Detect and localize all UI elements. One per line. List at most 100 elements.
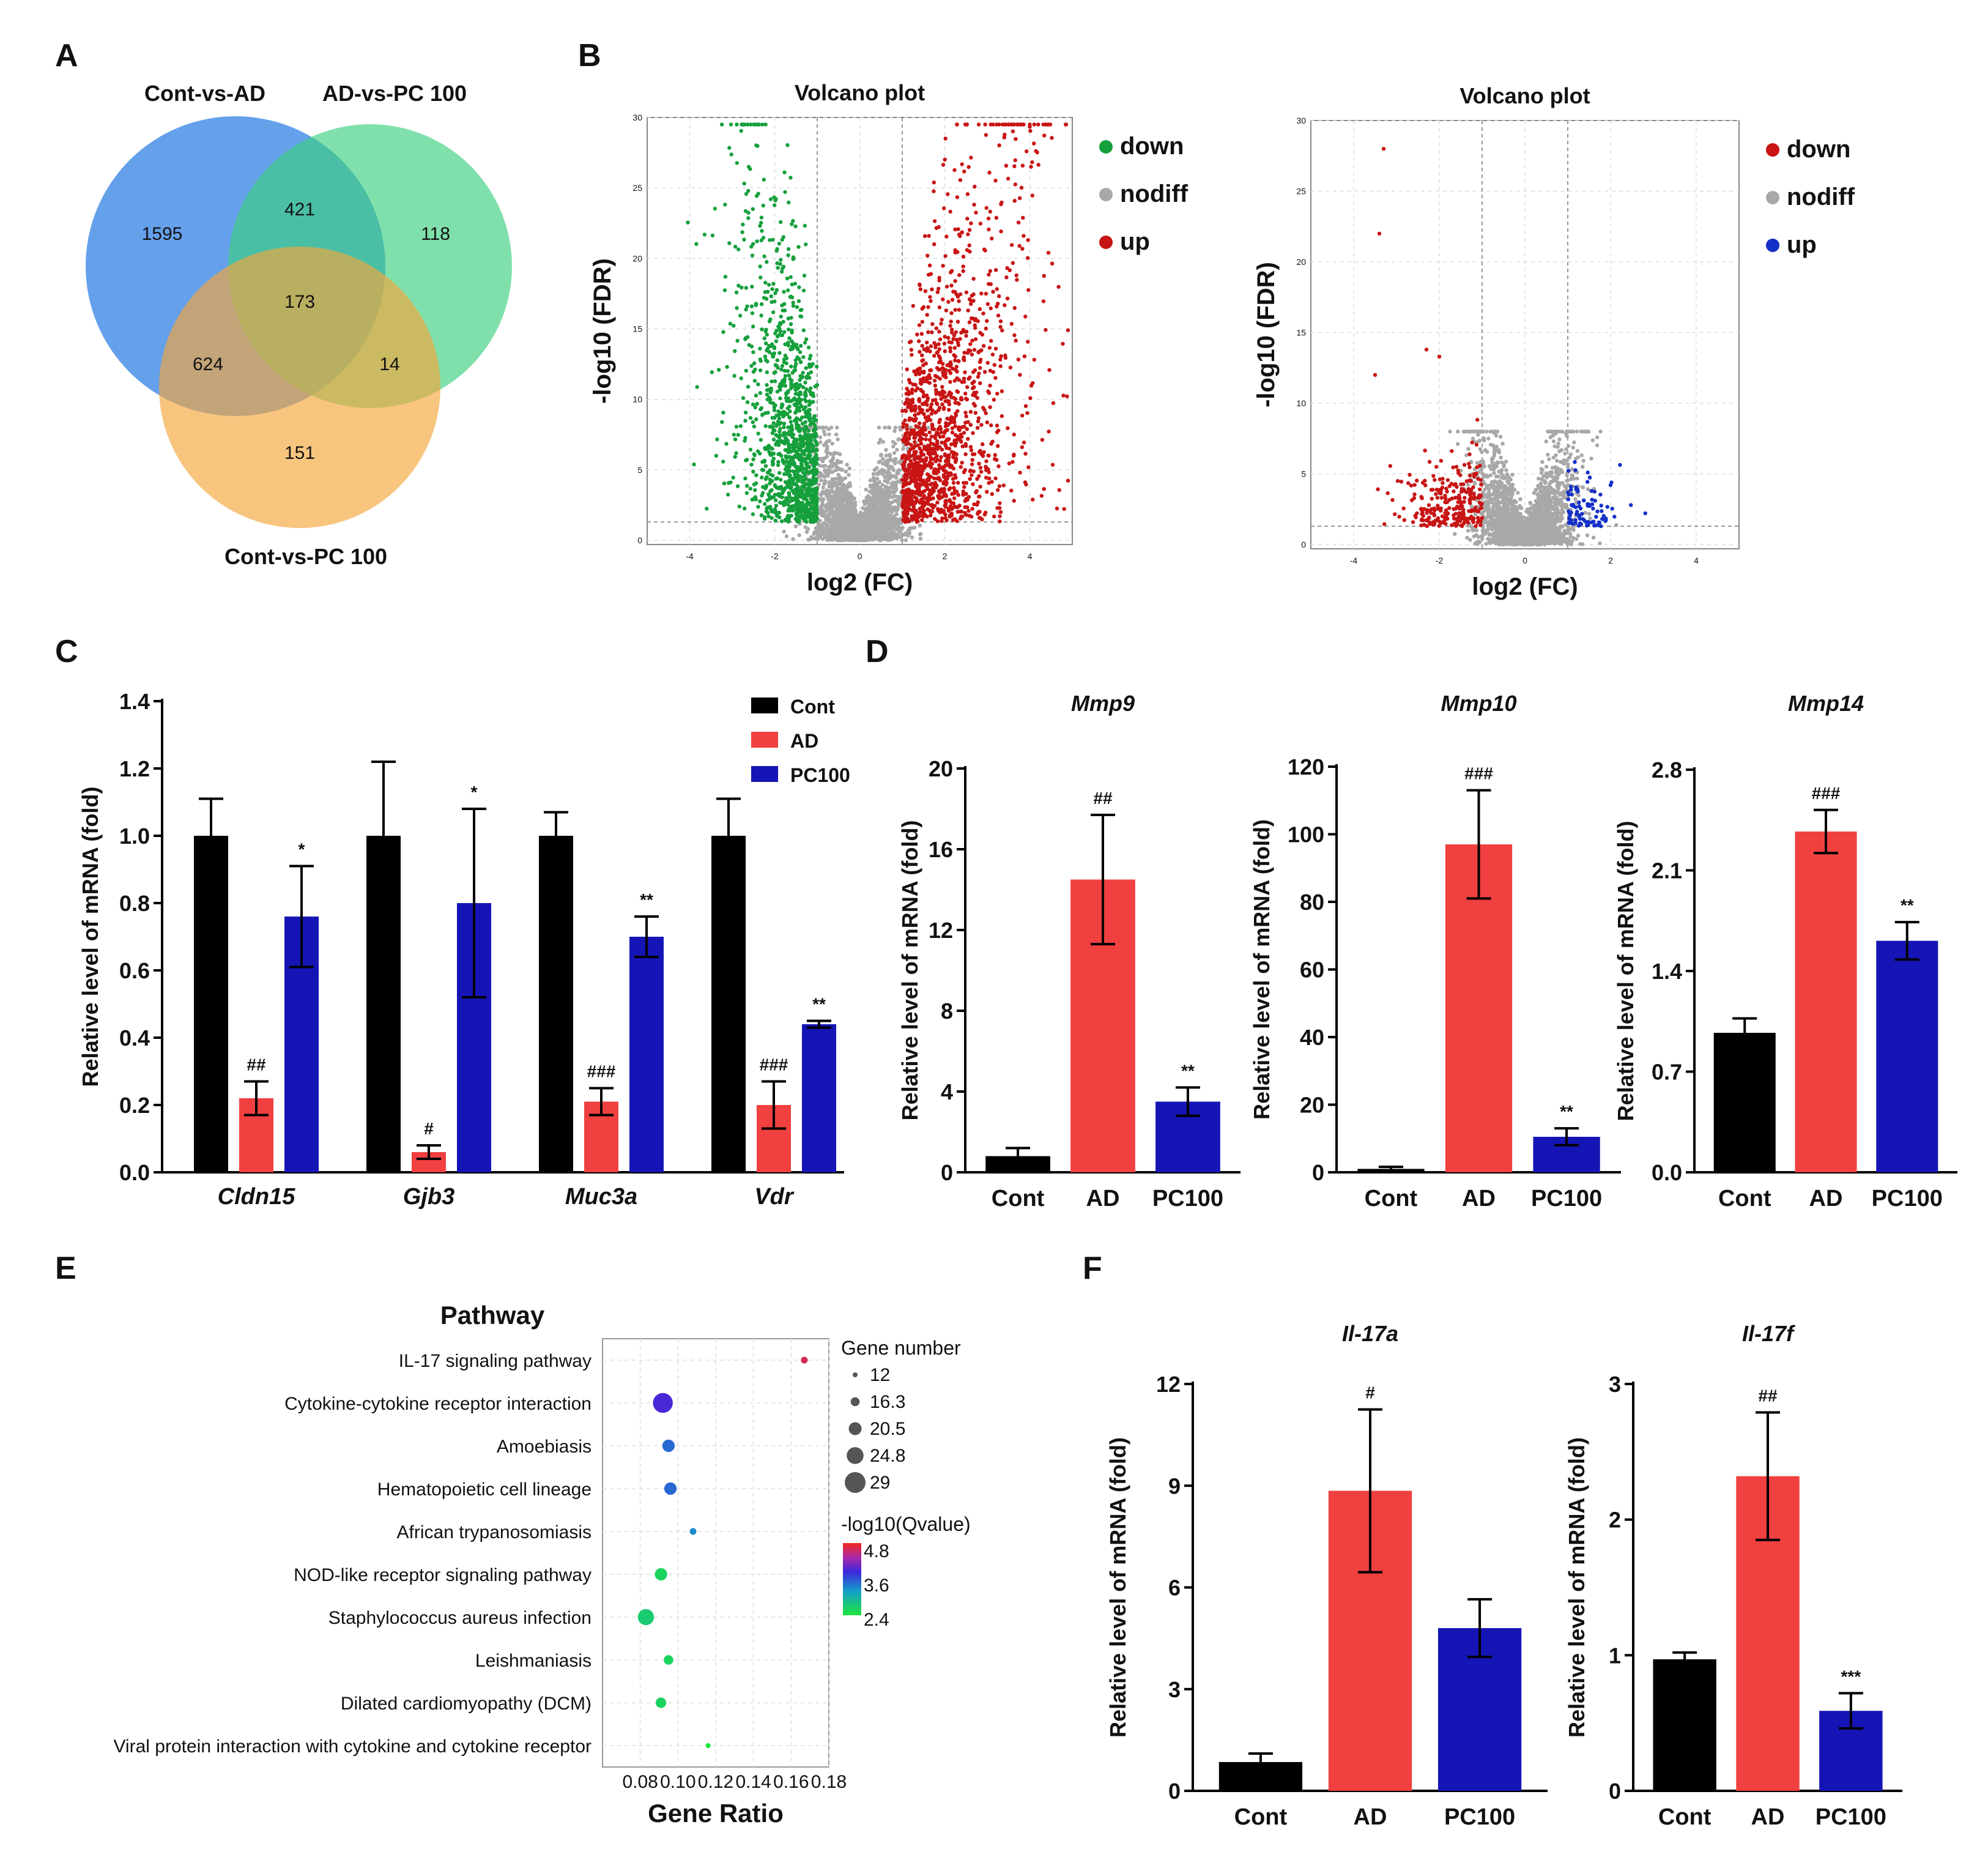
volcano-point-up [938,337,943,341]
volcano-point-up [916,477,921,482]
volcano-point-down [762,516,767,521]
volcano-point-up [1042,487,1046,491]
volcano-point-down [809,433,813,437]
volcano-point-up [958,509,963,514]
volcano-point-up [929,272,933,276]
volcano-point-up [927,473,931,477]
volcano-point-up [968,445,973,449]
volcano-point-nodiff [886,485,891,490]
volcano-point-down [790,480,795,485]
volcano-point-nodiff [818,524,823,529]
volcano-point-up [977,307,982,311]
volcano-point-nodiff [896,518,900,522]
volcano-point-up [948,380,952,384]
volcano-point-down [798,409,802,413]
volcano-point-down [784,518,788,523]
volcano-point-up [963,442,968,446]
volcano-point-nodiff [840,515,845,519]
volcano-point-up [944,499,949,503]
volcano-point-nodiff [910,535,914,540]
volcano-point-down [710,233,715,238]
volcano-point-nodiff [888,476,892,480]
volcano-point-up [996,313,1001,318]
volcano-point-nodiff [834,433,839,437]
volcano-point-down [808,511,813,515]
volcano-point-down [798,360,803,364]
volcano-point-nodiff [845,490,849,494]
volcano-point-up [955,376,959,381]
volcano-point-down [751,469,755,474]
volcano-point-up [948,209,952,214]
volcano-point-down [793,368,798,373]
volcano-point-nodiff [880,496,884,500]
volcano-point-down [795,507,799,512]
volcano-point-nodiff [892,460,897,464]
volcano-point-up [1012,199,1017,203]
volcano-point-down [744,491,749,495]
volcano-point-down [806,448,810,453]
volcano-point-up [919,332,924,336]
volcano-point-down [736,247,741,251]
volcano-point-down [770,287,774,291]
volcano-point-nodiff [886,535,891,539]
volcano-point-down [801,374,805,379]
volcano-point-up [1026,465,1031,469]
volcano-point-up [921,358,925,362]
volcano-point-down [765,475,769,479]
volcano-point-down [779,384,784,388]
volcano-point-up [1050,136,1054,140]
volcano-point-up [970,381,974,385]
volcano-point-down [814,431,818,436]
volcano-point-up [982,370,987,374]
volcano-point-down [797,393,801,397]
volcano-point-down [777,471,782,475]
volcano-point-nodiff [865,497,870,501]
volcano-point-up [938,417,943,422]
volcano-point-up [952,168,957,173]
volcano-point-up [1009,322,1014,326]
volcano-point-down [763,464,768,468]
volcano-point-down [810,442,814,447]
volcano-point-up [968,375,972,379]
volcano-point-up [1012,499,1016,503]
volcano-point-up [924,437,928,442]
volcano-point-up [909,348,914,352]
volcano-point-down [773,291,777,296]
volcano-point-up [942,206,946,210]
venn-circle-cont-vs-pc100 [159,247,440,528]
volcano-point-up [937,407,941,412]
volcano-point-down [814,418,818,422]
volcano-point-down [798,344,803,348]
volcano-point-down [754,393,758,398]
volcano-point-nodiff [864,488,869,492]
volcano-point-up [960,162,964,166]
volcano-point-up [916,366,921,371]
volcano-point-down [755,402,759,406]
volcano-point-down [743,476,747,481]
volcano-point-down [771,437,776,442]
volcano-point-down [776,452,781,456]
volcano-point-nodiff [892,429,897,433]
volcano-point-down [749,304,754,308]
volcano-point-down [792,384,796,389]
volcano-point-down [750,311,755,316]
volcano-point-down [722,481,727,486]
volcano-point-nodiff [831,499,836,504]
volcano-point-up [953,354,958,359]
volcano-point-down [782,170,787,174]
volcano-point-down [748,415,753,420]
volcano-point-up [1046,251,1051,255]
volcano-point-nodiff [889,527,894,532]
volcano-point-down [761,203,765,208]
volcano-point-down [788,295,793,299]
volcano-point-up [1020,445,1025,449]
volcano-point-down [774,339,779,343]
volcano-point-down [795,497,799,502]
volcano-point-down [686,220,690,225]
volcano-point-down [791,303,796,308]
volcano-point-down [771,474,775,478]
volcano-point-down [774,498,778,502]
volcano-point-nodiff [825,493,829,497]
volcano-point-down [806,501,810,506]
